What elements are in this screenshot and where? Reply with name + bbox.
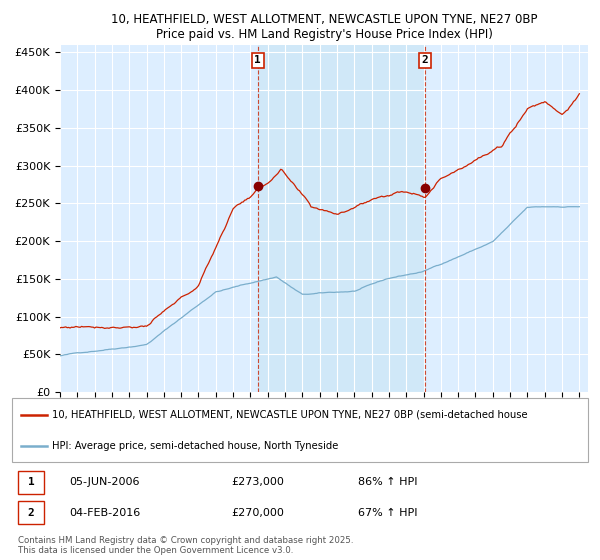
- Text: HPI: Average price, semi-detached house, North Tyneside: HPI: Average price, semi-detached house,…: [52, 441, 338, 451]
- Text: 1: 1: [28, 477, 34, 487]
- Text: £273,000: £273,000: [231, 477, 284, 487]
- FancyBboxPatch shape: [18, 470, 44, 494]
- FancyBboxPatch shape: [18, 501, 44, 525]
- Text: £270,000: £270,000: [231, 508, 284, 518]
- Text: 2: 2: [422, 55, 428, 66]
- Text: 1: 1: [254, 55, 261, 66]
- FancyBboxPatch shape: [12, 398, 588, 462]
- Text: 04-FEB-2016: 04-FEB-2016: [70, 508, 141, 518]
- Title: 10, HEATHFIELD, WEST ALLOTMENT, NEWCASTLE UPON TYNE, NE27 0BP
Price paid vs. HM : 10, HEATHFIELD, WEST ALLOTMENT, NEWCASTL…: [111, 13, 537, 41]
- Text: 10, HEATHFIELD, WEST ALLOTMENT, NEWCASTLE UPON TYNE, NE27 0BP (semi-detached hou: 10, HEATHFIELD, WEST ALLOTMENT, NEWCASTL…: [52, 410, 528, 420]
- Text: 86% ↑ HPI: 86% ↑ HPI: [358, 477, 417, 487]
- Text: 2: 2: [28, 508, 34, 518]
- Text: Contains HM Land Registry data © Crown copyright and database right 2025.
This d: Contains HM Land Registry data © Crown c…: [18, 536, 353, 556]
- Text: 05-JUN-2006: 05-JUN-2006: [70, 477, 140, 487]
- Text: 67% ↑ HPI: 67% ↑ HPI: [358, 508, 417, 518]
- Bar: [257, 45, 425, 392]
